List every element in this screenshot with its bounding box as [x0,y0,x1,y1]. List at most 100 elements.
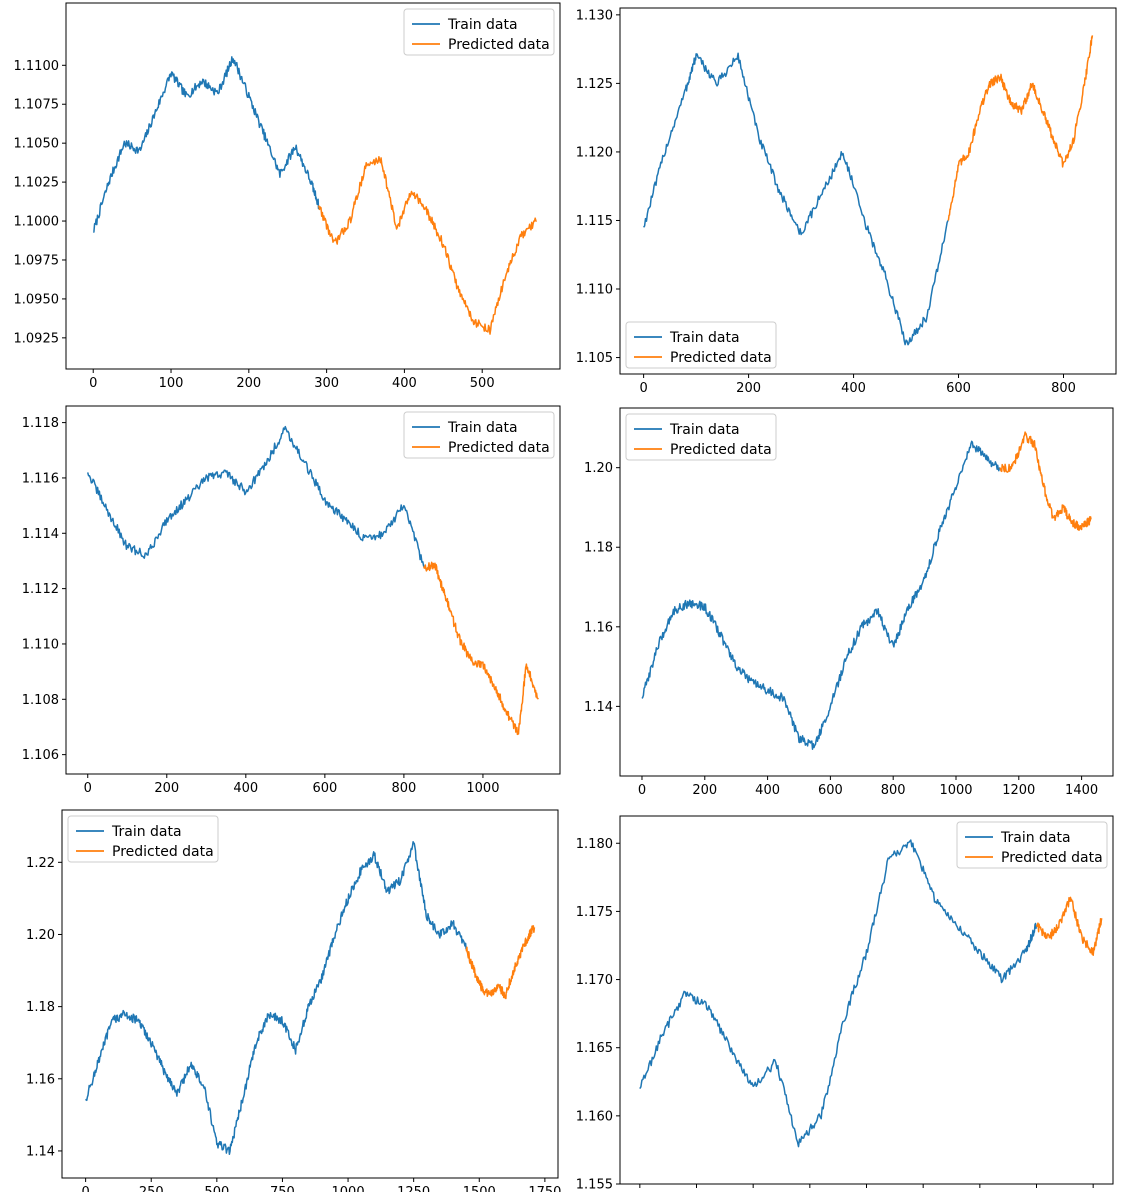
legend-label: Train data [111,824,182,840]
predicted-line-2 [947,35,1094,221]
x-tick-label: 800 [391,781,416,796]
x-tick-label: 1750 [528,1185,561,1192]
y-tick-label: 1.112 [22,582,59,597]
predicted-line-6 [1035,896,1103,957]
y-tick-label: 1.114 [22,527,59,542]
x-tick-label: 750 [270,1185,295,1192]
x-tick-label: 1250 [397,1185,430,1192]
predicted-line-1 [318,156,537,335]
legend-label: Train data [1000,830,1071,846]
train-line-6 [639,839,1038,1148]
train-line-4 [641,440,1001,750]
chart-panel-4: 1.14 1.16 1.18 1.20 0 200 400 600 800 1000 1200 140… [584,407,1114,798]
y-tick-label: 1.130 [576,8,613,23]
y-tick-label: 1.22 [26,856,55,871]
x-tick-label: 800 [881,783,906,798]
y-tick-label: 1.20 [584,461,613,476]
y-tick-label: 1.18 [26,1000,55,1015]
plot-frame [619,407,1114,777]
x-tick-label: 600 [312,781,337,796]
x-tick-label: 1200 [1002,783,1035,798]
legend: Train data Predicted data [403,411,555,459]
x-tick-label: 1000 [466,781,499,796]
legend-box [403,411,555,459]
predicted-line-3 [422,561,539,736]
x-tick-label: 0 [89,376,97,391]
legend-label: Predicted data [670,442,772,458]
y-tick-label: 1.1050 [14,137,60,152]
legend-box [403,8,555,56]
legend: Train data Predicted data [403,8,555,56]
x-tick-label: 600 [946,381,971,396]
x-tick-label: 300 [314,376,339,391]
train-line-1 [93,56,320,233]
plot-frame [65,2,561,370]
x-tick-label: 200 [692,783,717,798]
x-tick-label: 1400 [1065,783,1098,798]
y-tick-label: 1.14 [584,700,613,715]
y-tick-label: 1.110 [576,283,613,298]
x-tick-label: 1000 [939,783,972,798]
legend: Train data Predicted data [67,815,219,863]
plot-frame [61,809,559,1179]
x-tick-label: 500 [204,1185,229,1192]
x-tick-label: 1500 [463,1185,496,1192]
chart-panel-3: 1.106 1.108 1.110 1.112 1.114 1.116 1.118 0 200 4… [22,405,561,796]
y-tick-label: 1.105 [576,351,613,366]
chart-panel-1: 1.0925 1.0950 1.0975 1.1000 1.1025 1.1050 1.10… [14,2,561,391]
y-tick-label: 1.1000 [14,215,60,230]
y-tick-label: 1.14 [26,1144,55,1159]
y-tick-label: 1.0950 [14,292,60,307]
y-tick-label: 1.0975 [14,253,60,268]
x-tick-label: 500 [470,376,495,391]
x-tick-label: 250 [139,1185,164,1192]
legend-box [625,321,777,369]
x-tick-label: 0 [639,381,647,396]
legend-label: Predicted data [670,350,772,366]
legend-label: Predicted data [112,844,214,860]
y-tick-label: 1.18 [584,541,613,556]
legend-label: Predicted data [1001,850,1103,866]
x-tick-label: 0 [638,783,646,798]
y-tick-label: 1.106 [22,748,59,763]
legend: Train data Predicted data [956,821,1108,869]
y-tick-label: 1.125 [576,77,613,92]
x-tick-label: 0 [84,781,92,796]
y-tick-label: 1.120 [576,145,613,160]
legend-label: Predicted data [448,440,550,456]
y-tick-label: 1.165 [576,1041,613,1056]
y-tick-label: 1.1025 [14,176,60,191]
legend-label: Train data [669,422,740,438]
y-tick-label: 1.1075 [14,98,60,113]
chart-panel-2: 1.105 1.110 1.115 1.120 1.125 1.130 0 200 400 600… [576,7,1117,396]
chart-panel-5: 1.14 1.16 1.18 1.20 1.22 0 250 500 750 1000 1250 15… [26,809,561,1192]
legend-label: Train data [447,17,518,33]
y-tick-label: 1.118 [22,416,59,431]
legend: Train data Predicted data [625,413,777,461]
x-tick-label: 600 [818,783,843,798]
x-tick-label: 800 [1051,381,1076,396]
train-line-5 [84,841,467,1156]
legend-box [625,413,777,461]
y-tick-label: 1.180 [576,837,613,852]
y-tick-label: 1.0925 [14,331,60,346]
legend-box [67,815,219,863]
y-tick-label: 1.20 [26,928,55,943]
x-tick-label: 400 [233,781,258,796]
legend-label: Train data [447,420,518,436]
legend-box [956,821,1108,869]
x-tick-label: 400 [755,783,780,798]
x-tick-label: 200 [154,781,179,796]
y-tick-label: 1.116 [22,471,59,486]
x-tick-label: 200 [736,381,761,396]
y-tick-label: 1.175 [576,905,613,920]
plot-frame [65,405,561,775]
y-tick-label: 1.115 [576,214,613,229]
y-tick-label: 1.16 [26,1072,55,1087]
x-tick-label: 1000 [332,1185,365,1192]
y-tick-label: 1.110 [22,637,59,652]
plot-frame [619,7,1117,375]
x-tick-label: 400 [841,381,866,396]
legend-label: Predicted data [448,37,550,53]
